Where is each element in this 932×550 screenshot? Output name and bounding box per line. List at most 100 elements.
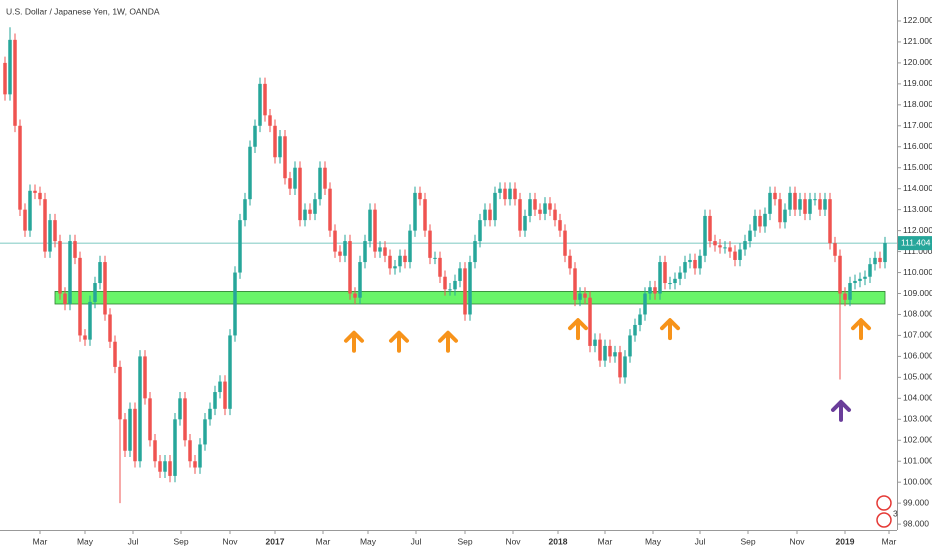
candle-body bbox=[413, 192, 417, 231]
arrow-annotation bbox=[831, 399, 851, 422]
candle-body bbox=[53, 220, 57, 242]
candle-body bbox=[713, 241, 717, 246]
y-tick-label: 119.000 bbox=[903, 78, 932, 88]
candle-body bbox=[743, 241, 747, 250]
candle-body bbox=[358, 262, 362, 298]
candle-body bbox=[463, 268, 467, 315]
candle-body bbox=[88, 301, 92, 340]
candle-body bbox=[553, 209, 557, 221]
candle-body bbox=[668, 283, 672, 285]
candle-body bbox=[338, 251, 342, 256]
candle-body bbox=[763, 213, 767, 227]
candle-body bbox=[113, 341, 117, 367]
candle-body bbox=[558, 220, 562, 231]
candle-body bbox=[883, 243, 887, 263]
candle-body bbox=[703, 215, 707, 256]
candle-body bbox=[768, 192, 772, 214]
candle-body bbox=[603, 345, 607, 361]
candle-body bbox=[828, 199, 832, 244]
candle-body bbox=[33, 190, 37, 193]
candle-body bbox=[393, 266, 397, 269]
candle-body bbox=[458, 268, 462, 281]
candle-body bbox=[98, 262, 102, 284]
candle-body bbox=[568, 255, 572, 269]
candle-body bbox=[268, 115, 272, 126]
candle-body bbox=[723, 247, 727, 249]
candle-body bbox=[498, 188, 502, 193]
candle-body bbox=[423, 199, 427, 231]
candle-body bbox=[698, 255, 702, 269]
y-tick-label: 101.000 bbox=[903, 455, 932, 465]
candle-body bbox=[538, 209, 542, 214]
candle-body bbox=[868, 264, 872, 277]
candle-body bbox=[528, 199, 532, 216]
candle-body bbox=[683, 262, 687, 273]
candle-body bbox=[598, 339, 602, 361]
candle-body bbox=[153, 440, 157, 462]
x-tick-label: Jul bbox=[128, 536, 139, 546]
candle-body bbox=[328, 188, 332, 231]
candle-body bbox=[398, 255, 402, 267]
candle-body bbox=[503, 188, 507, 200]
candle-body bbox=[753, 215, 757, 231]
candle-body bbox=[783, 209, 787, 223]
candle-body bbox=[818, 199, 822, 210]
candle-body bbox=[258, 83, 262, 126]
candle-body bbox=[623, 356, 627, 378]
candle-body bbox=[798, 199, 802, 210]
candle-body bbox=[228, 335, 232, 409]
candle-body bbox=[378, 247, 382, 252]
candle-body bbox=[728, 247, 732, 252]
candle-body bbox=[28, 190, 32, 231]
candle-body bbox=[493, 192, 497, 221]
candle-body bbox=[643, 293, 647, 315]
candle-body bbox=[118, 366, 122, 420]
candle-body bbox=[348, 241, 352, 294]
candle-body bbox=[658, 262, 662, 294]
candle-body bbox=[823, 199, 827, 210]
candle-body bbox=[158, 461, 162, 472]
candle-body bbox=[733, 251, 737, 260]
candle-body bbox=[613, 352, 617, 357]
candle-body bbox=[453, 280, 457, 290]
candle-body bbox=[813, 199, 817, 201]
x-tick-label: 2018 bbox=[549, 536, 568, 546]
x-tick-label: Mar bbox=[33, 536, 48, 546]
candle-body bbox=[388, 255, 392, 269]
candle-body bbox=[638, 314, 642, 325]
candle-body bbox=[408, 230, 412, 263]
last-price-label: 111.404 bbox=[901, 237, 931, 247]
candle-body bbox=[593, 339, 597, 346]
y-tick-label: 99.000 bbox=[903, 497, 929, 507]
candle-body bbox=[278, 136, 282, 158]
candle-body bbox=[218, 381, 222, 393]
candle-body bbox=[108, 314, 112, 342]
candle-body bbox=[878, 257, 882, 263]
candle-body bbox=[163, 461, 167, 472]
candle-body bbox=[308, 209, 312, 214]
event-count: 3 bbox=[893, 508, 898, 518]
candle-body bbox=[588, 297, 592, 346]
candle-body bbox=[3, 62, 7, 95]
candle-body bbox=[93, 283, 97, 302]
candle-body bbox=[718, 245, 722, 248]
candle-body bbox=[438, 257, 442, 277]
last-price-box bbox=[898, 236, 932, 251]
candle-body bbox=[468, 262, 472, 315]
candle-body bbox=[433, 257, 437, 259]
candle-body bbox=[213, 392, 217, 409]
candle-body bbox=[143, 356, 147, 399]
y-tick-label: 104.000 bbox=[903, 393, 932, 403]
candle-body bbox=[653, 287, 657, 294]
y-tick-label: 115.000 bbox=[903, 162, 932, 172]
candle-body bbox=[838, 255, 842, 294]
arrow-annotation bbox=[851, 318, 871, 341]
candle-body bbox=[313, 199, 317, 214]
candle-body bbox=[748, 230, 752, 242]
candle-body bbox=[418, 192, 422, 200]
y-tick-label: 111.000 bbox=[903, 246, 932, 256]
x-tick-label: May bbox=[645, 536, 662, 546]
candle-body bbox=[758, 215, 762, 227]
candle-body bbox=[873, 257, 877, 265]
